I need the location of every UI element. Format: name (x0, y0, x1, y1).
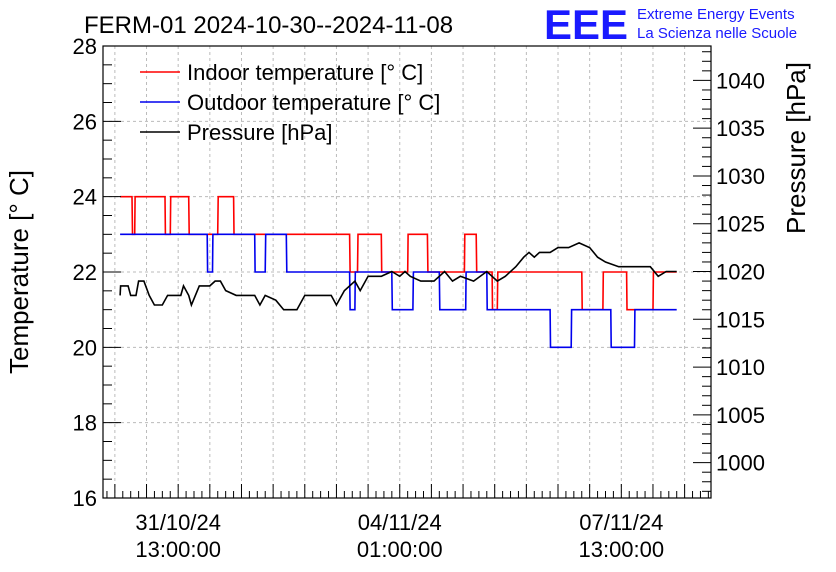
logo-line-1: Extreme Energy Events (637, 6, 795, 23)
x-tick-label-time: 01:00:00 (357, 537, 443, 562)
series-line-2 (120, 233, 677, 349)
right-tick-label: 1040 (716, 68, 765, 93)
x-tick-label-date: 04/11/24 (358, 510, 442, 535)
right-axis-title: Pressure [hPa] (781, 62, 811, 234)
x-tick-label-date: 07/11/24 (579, 510, 663, 535)
series-lines (119, 195, 677, 349)
left-tick-label: 28 (73, 34, 97, 59)
legend-label-1: Indoor temperature [° C] (187, 60, 423, 85)
left-tick-label: 18 (73, 411, 97, 436)
left-tick-label: 16 (73, 486, 97, 511)
logo-mark: EEE (544, 1, 628, 48)
chart-title: FERM-01 2024-10-30--2024-11-08 (84, 12, 453, 39)
x-tick-label-date: 31/10/24 (135, 510, 221, 535)
right-tick-label: 1030 (716, 164, 765, 189)
right-tick-label: 1035 (716, 116, 765, 141)
x-tick-label-time: 13:00:00 (578, 537, 664, 562)
logo-line-2: La Scienza nelle Scuole (637, 25, 797, 42)
right-tick-label: 1025 (716, 212, 765, 237)
legend-label-2: Outdoor temperature [° C] (187, 90, 440, 115)
right-axis: 1000 1005 1010 1015 1020 1025 1030 1035 1040 (693, 51, 765, 492)
right-tick-label: 1010 (716, 355, 765, 380)
series-line-3 (119, 242, 677, 311)
right-tick-label: 1005 (716, 403, 765, 428)
left-tick-label: 24 (73, 185, 97, 210)
left-tick-label: 22 (73, 260, 97, 285)
right-tick-label: 1015 (716, 307, 765, 332)
x-tick-label-time: 13:00:00 (135, 537, 221, 562)
eee-logo: EEE Extreme Energy Events La Scienza nel… (544, 1, 797, 48)
right-tick-label: 1020 (716, 260, 765, 285)
left-axis: 16 18 20 22 24 26 28 (73, 34, 121, 511)
left-tick-label: 26 (73, 109, 97, 134)
right-tick-label: 1000 (716, 451, 765, 476)
legend-label-3: Pressure [hPa] (187, 120, 333, 145)
x-axis: 31/10/2413:00:0004/11/2401:00:0007/11/24… (106, 484, 709, 562)
legend: Indoor temperature [° C] Outdoor temperat… (140, 60, 440, 145)
left-axis-title: Temperature [° C] (4, 170, 34, 374)
left-tick-label: 20 (73, 335, 97, 360)
